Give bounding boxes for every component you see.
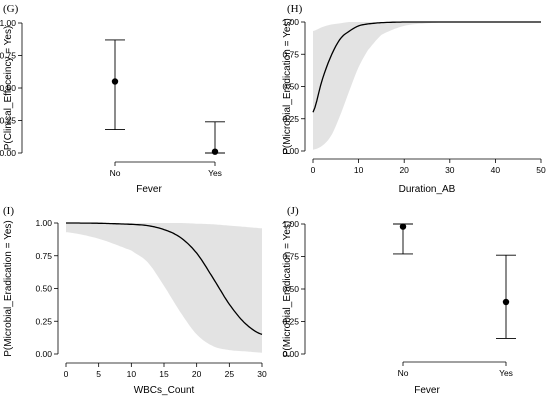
- estimate-point: [399, 223, 407, 230]
- y-tick-label: 0.00: [35, 349, 52, 359]
- confidence-band: [313, 22, 541, 150]
- x-tick-label: 15: [159, 369, 169, 379]
- y-tick-label: 0.25: [35, 316, 52, 326]
- x-tick-label: No: [110, 168, 121, 178]
- x-tick-label: 20: [192, 369, 202, 379]
- y-tick-label: 0.75: [0, 51, 16, 61]
- y-axis-title: P(Microbial_Eradication = Yes): [282, 221, 293, 357]
- x-axis-title: Fever: [136, 184, 162, 195]
- x-tick-label: 40: [491, 165, 501, 175]
- panel-label: (G): [3, 3, 19, 15]
- y-axis-title: P(Clinical_Effeceincy = Yes): [3, 26, 14, 151]
- x-tick-label: 25: [225, 369, 235, 379]
- y-tick-label: 0.25: [282, 317, 299, 327]
- y-tick-label: 0.25: [282, 114, 299, 124]
- panel-h: (H) 0.00 0.25 0.50 0.75 1.00P(Microbial_Eradi…: [282, 3, 546, 195]
- y-axis-title: P(Microbial_Eradication = Yes): [282, 18, 293, 154]
- x-tick-label: Yes: [499, 368, 513, 378]
- y-tick-label: 0.25: [0, 116, 16, 126]
- panel-label: (H): [287, 3, 303, 15]
- x-axis-title: WBCs_Count: [134, 385, 195, 396]
- x-tick-label: 50: [536, 165, 546, 175]
- x-tick-label: 30: [445, 165, 455, 175]
- x-tick-label: No: [398, 368, 409, 378]
- y-tick-label: 0.50: [35, 284, 52, 294]
- y-tick-label: 0.00: [282, 146, 299, 156]
- y-axis-title: P(Microbial_Eradication = Yes): [3, 220, 14, 356]
- x-tick-label: 30: [257, 369, 267, 379]
- panel-j: (J) 0.00 0.25 0.50 0.75 1.00P(Microbial_Eradi…: [282, 205, 516, 396]
- panel-g: (G) 0.00 0.25 0.50 0.75 1.00P(Clinical_Effece…: [0, 3, 225, 195]
- y-tick-label: 1.00: [282, 17, 299, 27]
- panel-i: (I) 0.00 0.25 0.50 0.75 1.00 P(Microbial_Eradi…: [3, 205, 267, 396]
- estimate-point: [502, 298, 510, 306]
- y-tick-label: 1.00: [0, 18, 16, 28]
- x-tick-label: 10: [354, 165, 364, 175]
- y-tick-label: 0.00: [0, 148, 16, 158]
- y-tick-label: 0.75: [35, 251, 52, 261]
- confidence-band: [66, 223, 262, 353]
- panel-label: (J): [287, 205, 299, 217]
- y-tick-label: 0.50: [282, 82, 299, 92]
- y-tick-label: 1.00: [35, 218, 52, 228]
- fitted-curve: [312, 21, 541, 113]
- y-tick-label: 0.50: [0, 83, 16, 93]
- x-tick-label: 10: [127, 369, 137, 379]
- x-tick-label: 0: [311, 165, 316, 175]
- x-tick-label: 20: [399, 165, 409, 175]
- x-tick-label: 5: [96, 369, 101, 379]
- y-tick-label: 1.00: [282, 219, 299, 229]
- estimate-point: [211, 148, 219, 155]
- y-tick-label: 0.00: [282, 349, 299, 359]
- x-tick-label: Yes: [208, 168, 222, 178]
- x-axis-title: Duration_AB: [399, 184, 456, 195]
- estimate-point: [111, 78, 119, 85]
- panel-label: (I): [3, 205, 14, 217]
- y-tick-label: 0.75: [282, 252, 299, 262]
- x-tick-label: 0: [64, 369, 69, 379]
- x-axis-title: Fever: [414, 385, 440, 396]
- y-tick-label: 0.50: [282, 284, 299, 294]
- y-tick-label: 0.75: [282, 49, 299, 59]
- fitted-curve: [66, 222, 263, 336]
